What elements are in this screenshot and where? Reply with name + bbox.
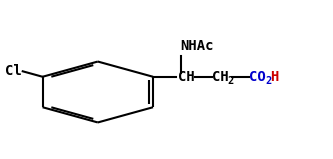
Text: Cl: Cl [5, 64, 22, 78]
Text: H: H [270, 70, 278, 84]
Text: CO: CO [249, 70, 266, 84]
Text: 2: 2 [227, 76, 234, 86]
Text: CH: CH [212, 70, 229, 84]
Text: CH: CH [177, 70, 194, 84]
Text: 2: 2 [265, 76, 271, 86]
Text: NHAc: NHAc [180, 39, 213, 53]
